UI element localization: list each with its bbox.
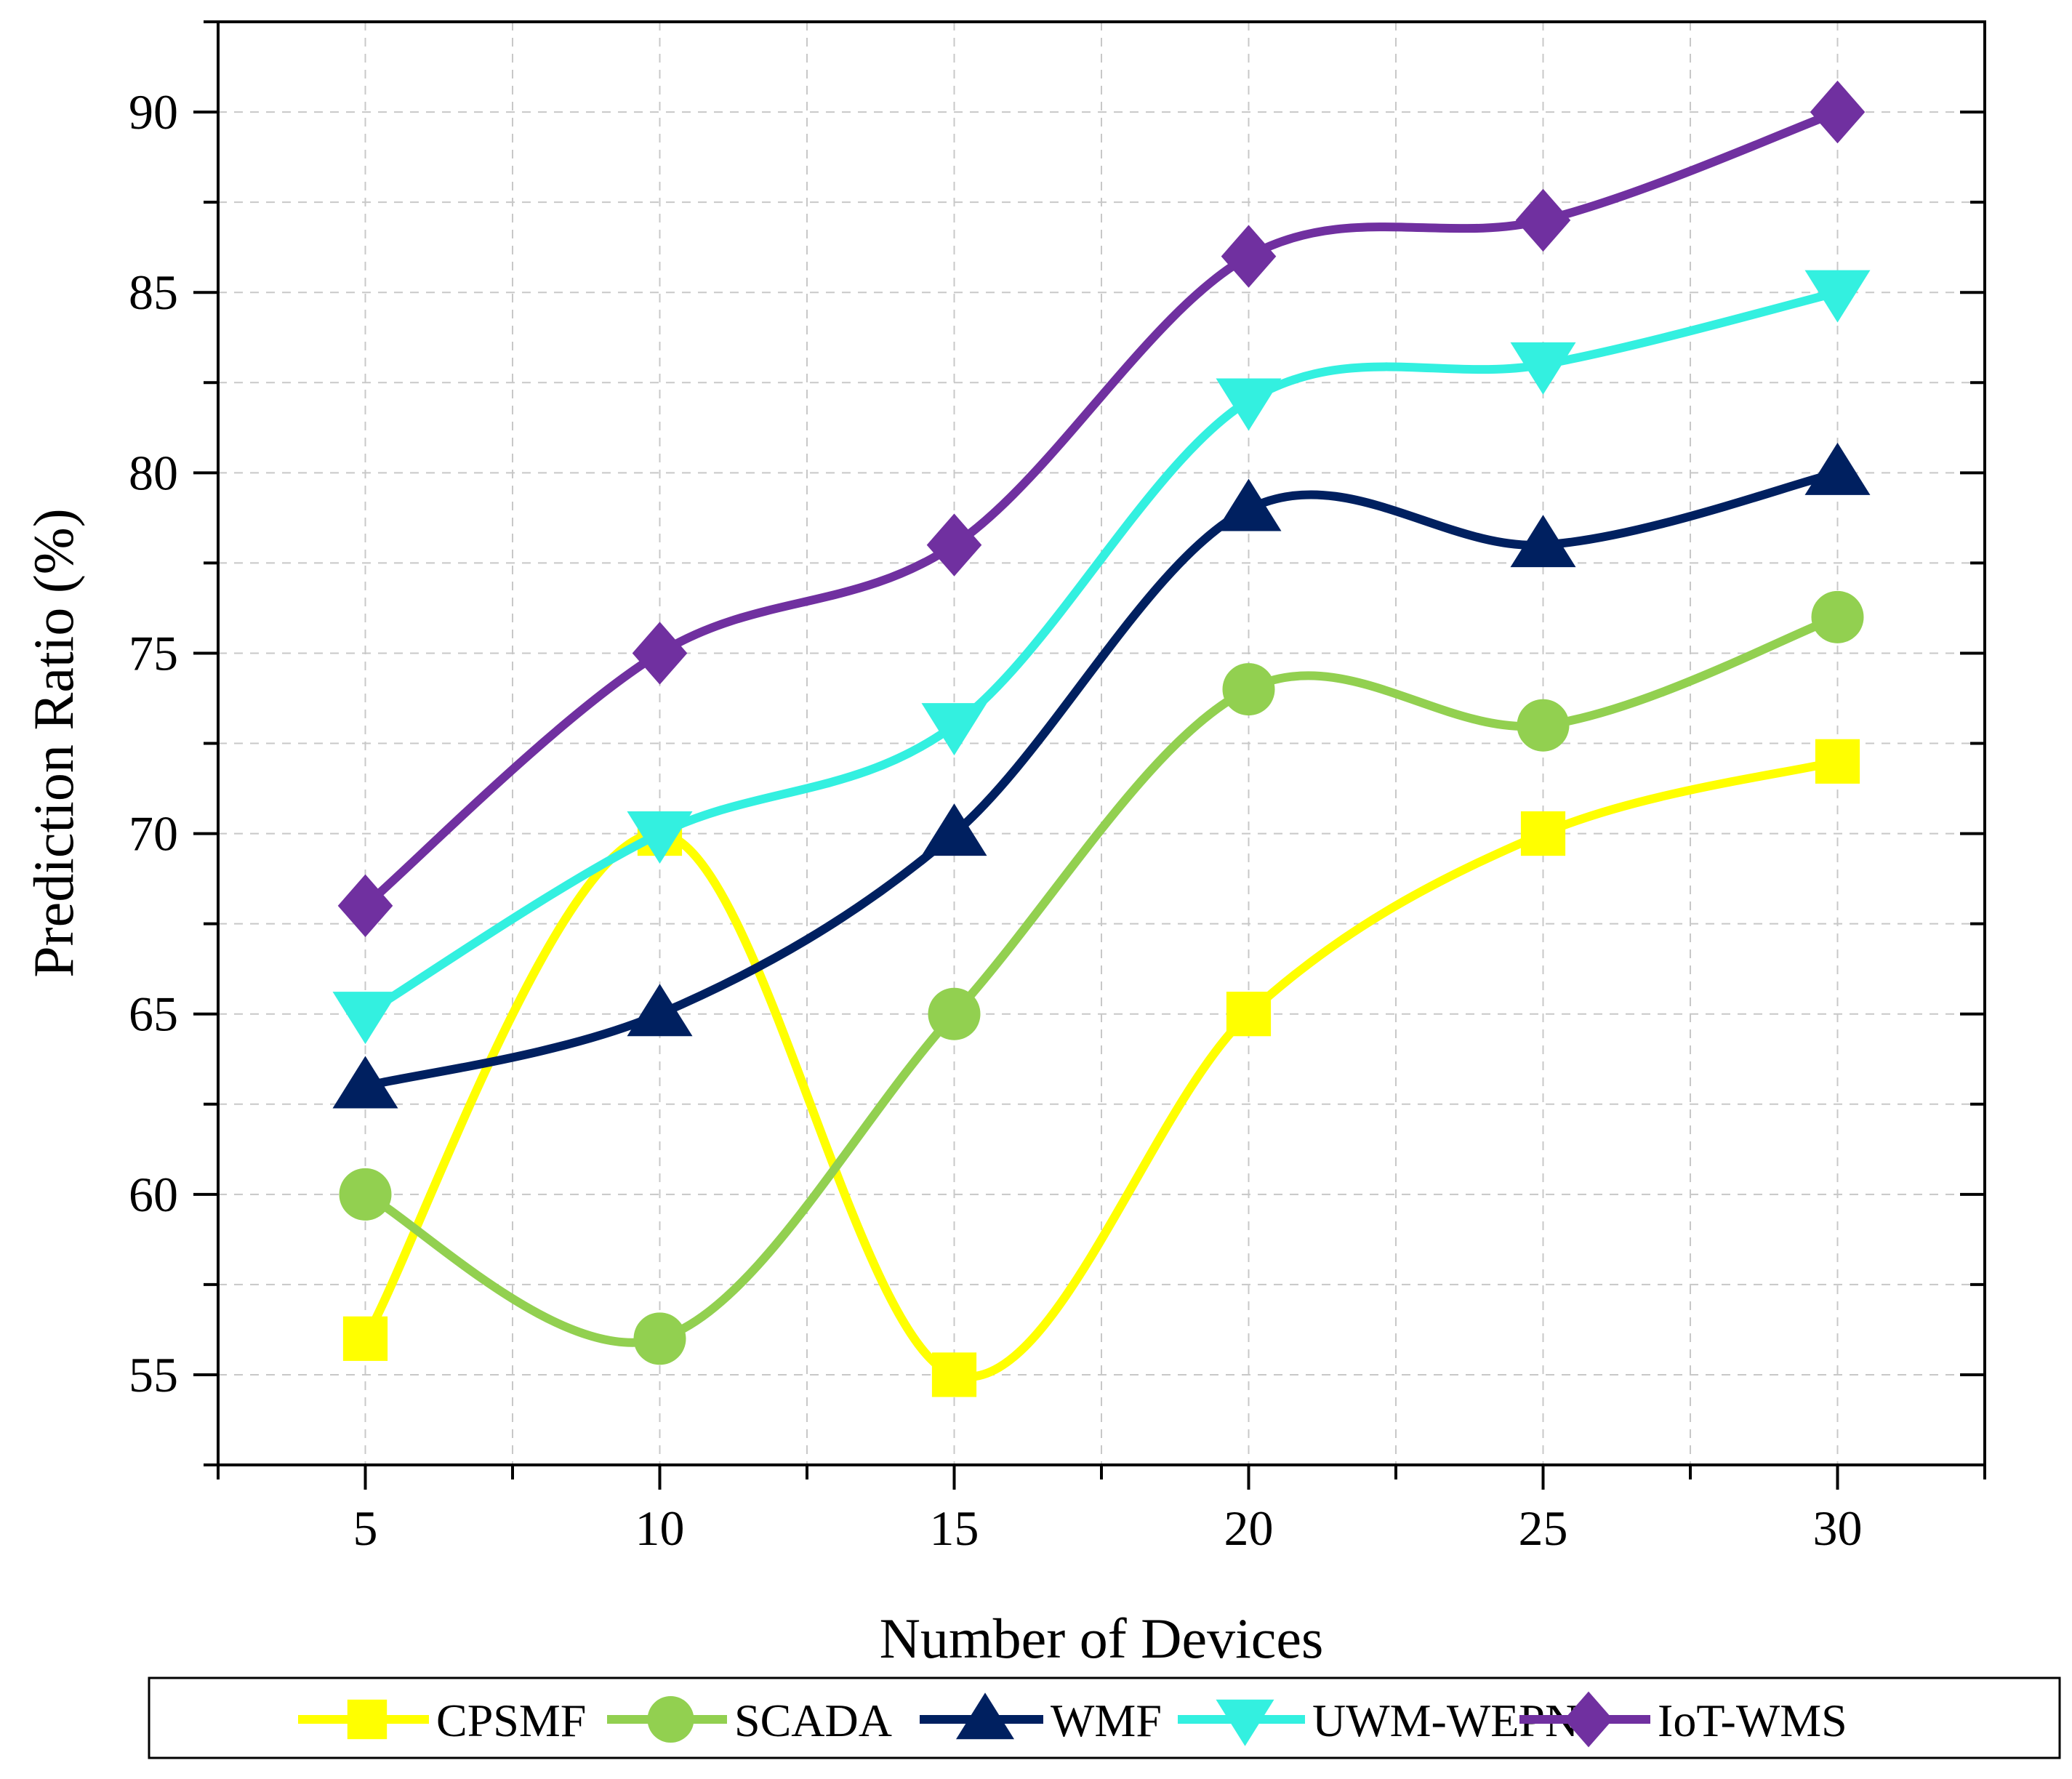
legend-label-cpsmf: CPSMF	[436, 1695, 586, 1746]
tick-layer: 5 10 15 20 25 30 55 60 65 70 75 80 85 90	[129, 20, 1986, 1556]
y-tick-label: 65	[129, 987, 178, 1042]
data-point-uwm-wepn	[1510, 342, 1576, 395]
data-point-scada	[1811, 590, 1864, 643]
legend-marker-wmf	[956, 1692, 1014, 1740]
data-point-iot-wms	[926, 513, 982, 577]
legend-item-iot-wms: IoT-WMS	[1519, 1691, 1847, 1748]
y-tick-label: 55	[129, 1347, 178, 1402]
x-tick-label: 5	[353, 1501, 378, 1556]
data-point-wmf	[921, 803, 987, 856]
data-point-iot-wms	[1221, 225, 1277, 288]
y-tick-label: 75	[129, 625, 178, 680]
legend-marker-iot-wms	[1564, 1691, 1613, 1748]
legend-item-wmf: WMF	[920, 1692, 1162, 1746]
legend-marker-cpsmf	[347, 1699, 388, 1740]
data-point-uwm-wepn	[627, 811, 693, 864]
x-tick-label: 25	[1519, 1501, 1568, 1556]
legend-item-scada: SCADA	[607, 1695, 892, 1746]
legend-marker-scada	[647, 1696, 694, 1743]
x-tick-label: 30	[1813, 1501, 1863, 1556]
x-tick-label: 15	[930, 1501, 979, 1556]
data-point-iot-wms	[1810, 80, 1866, 144]
data-point-cpsmf	[342, 1316, 388, 1361]
legend: CPSMF SCADA WMF UWM-WEPN IoT-WMS	[148, 1676, 2061, 1759]
x-tick-label: 20	[1224, 1501, 1274, 1556]
data-point-wmf	[627, 984, 693, 1037]
data-point-wmf	[1804, 442, 1871, 495]
x-axis-title: Number of Devices	[880, 1607, 1324, 1670]
series-scada	[339, 590, 1864, 1365]
legend-item-cpsmf: CPSMF	[298, 1695, 586, 1746]
data-point-cpsmf	[1520, 811, 1566, 856]
y-tick-label: 80	[129, 445, 178, 500]
series-uwm-wepn	[332, 270, 1871, 1045]
data-point-iot-wms	[337, 874, 393, 938]
data-point-wmf	[1510, 515, 1576, 568]
data-point-wmf	[332, 1056, 398, 1109]
legend-frame	[148, 1676, 2061, 1759]
series-iot-wms	[337, 80, 1866, 938]
data-point-uwm-wepn	[1216, 378, 1282, 431]
data-point-wmf	[1216, 478, 1282, 531]
x-tick-label: 10	[635, 1501, 685, 1556]
y-axis-title: Prediction Ratio (%)	[22, 508, 85, 978]
series-layer	[332, 80, 1871, 1397]
legend-label-iot-wms: IoT-WMS	[1658, 1695, 1847, 1746]
series-line-uwm-wepn	[361, 288, 1842, 1019]
data-point-scada	[339, 1168, 392, 1221]
data-point-scada	[928, 987, 981, 1040]
data-point-iot-wms	[632, 622, 688, 685]
legend-label-wmf: WMF	[1051, 1695, 1162, 1746]
y-tick-label: 90	[129, 84, 178, 140]
y-tick-label: 85	[129, 265, 178, 320]
data-point-scada	[633, 1312, 686, 1365]
data-point-cpsmf	[1226, 992, 1272, 1037]
data-point-scada	[1517, 699, 1570, 752]
legend-marker-uwm-wepn	[1216, 1699, 1274, 1746]
y-tick-label: 70	[129, 806, 178, 862]
data-point-uwm-wepn	[1804, 270, 1871, 323]
data-point-uwm-wepn	[921, 703, 987, 756]
data-point-cpsmf	[1815, 739, 1860, 784]
y-tick-label: 60	[129, 1167, 178, 1222]
series-wmf	[332, 442, 1871, 1109]
data-point-scada	[1222, 663, 1275, 716]
legend-label-scada: SCADA	[734, 1695, 892, 1746]
grid-layer	[218, 22, 1985, 1465]
data-point-uwm-wepn	[332, 992, 398, 1045]
data-point-cpsmf	[931, 1352, 977, 1397]
data-point-iot-wms	[1515, 188, 1571, 252]
